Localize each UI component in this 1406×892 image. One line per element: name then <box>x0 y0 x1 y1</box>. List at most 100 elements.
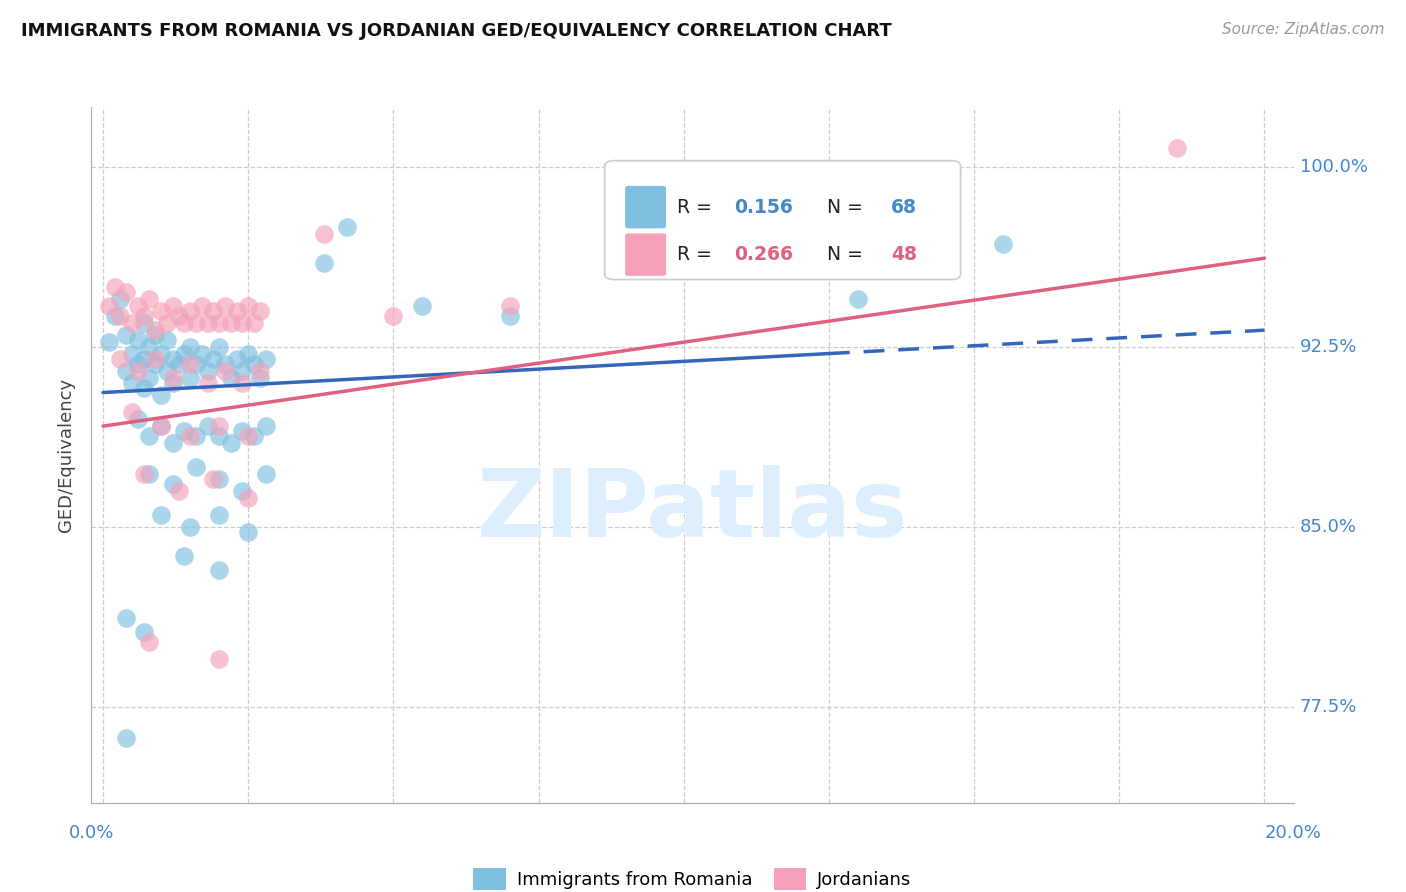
Text: 0.266: 0.266 <box>734 245 793 264</box>
Point <box>115 364 138 378</box>
Text: 0.0%: 0.0% <box>69 823 114 842</box>
Point <box>846 292 869 306</box>
Point <box>173 424 195 438</box>
Text: 85.0%: 85.0% <box>1299 518 1357 536</box>
Point <box>184 357 207 371</box>
Point <box>197 419 219 434</box>
Point <box>127 299 149 313</box>
Point <box>219 436 242 450</box>
Point <box>156 316 179 330</box>
Point <box>197 364 219 378</box>
Point <box>254 351 277 366</box>
Point <box>197 316 219 330</box>
Point <box>132 316 155 330</box>
Point <box>208 652 231 666</box>
Point <box>498 309 520 323</box>
Point <box>179 371 201 385</box>
Point <box>238 299 260 313</box>
Point <box>219 316 242 330</box>
Point <box>231 424 253 438</box>
Point <box>115 285 138 299</box>
Point <box>132 467 155 482</box>
Point <box>336 219 359 234</box>
Point <box>179 520 201 534</box>
Point <box>184 459 207 474</box>
Point <box>143 323 166 337</box>
Point <box>121 347 143 361</box>
Point <box>127 333 149 347</box>
Point <box>249 371 271 385</box>
Point <box>138 292 160 306</box>
Point <box>238 524 260 539</box>
Point <box>138 428 160 442</box>
Point <box>243 428 266 442</box>
Point <box>202 304 225 318</box>
Point <box>208 419 231 434</box>
Point <box>312 256 335 270</box>
Point <box>312 227 335 242</box>
Point <box>127 357 149 371</box>
Point <box>97 299 120 313</box>
FancyBboxPatch shape <box>626 186 666 228</box>
Point <box>132 351 155 366</box>
Point <box>150 508 173 522</box>
Point <box>132 625 155 640</box>
Point <box>1166 141 1188 155</box>
Point <box>121 405 143 419</box>
Point <box>214 357 236 371</box>
Point <box>243 357 266 371</box>
Text: Source: ZipAtlas.com: Source: ZipAtlas.com <box>1222 22 1385 37</box>
Point <box>115 328 138 343</box>
Point <box>162 436 184 450</box>
Point <box>238 347 260 361</box>
Point <box>411 299 433 313</box>
Point <box>225 351 247 366</box>
Point <box>138 467 160 482</box>
Point <box>127 412 149 426</box>
Point <box>97 335 120 350</box>
Point <box>254 419 277 434</box>
Point <box>150 347 173 361</box>
Point <box>208 472 231 486</box>
Point <box>249 364 271 378</box>
Point <box>231 364 253 378</box>
Point <box>254 467 277 482</box>
Point <box>173 316 195 330</box>
Point <box>156 364 179 378</box>
Point <box>150 419 173 434</box>
Point <box>156 333 179 347</box>
Point <box>208 428 231 442</box>
Point <box>202 351 225 366</box>
Point <box>231 376 253 390</box>
Text: 68: 68 <box>891 198 917 217</box>
Point <box>162 376 184 390</box>
Text: 100.0%: 100.0% <box>1299 158 1368 176</box>
Point <box>162 351 184 366</box>
Point <box>179 357 201 371</box>
Point <box>138 635 160 649</box>
Point <box>219 371 242 385</box>
Point <box>150 388 173 402</box>
Text: 0.156: 0.156 <box>734 198 793 217</box>
Point <box>202 472 225 486</box>
Point <box>110 351 132 366</box>
Point <box>127 364 149 378</box>
Point <box>184 316 207 330</box>
Point <box>110 292 132 306</box>
Text: 92.5%: 92.5% <box>1299 338 1357 356</box>
Point <box>498 299 520 313</box>
Point <box>197 376 219 390</box>
Point <box>104 309 127 323</box>
Point <box>143 351 166 366</box>
Point <box>382 309 405 323</box>
Point <box>132 381 155 395</box>
Point <box>132 309 155 323</box>
FancyBboxPatch shape <box>626 234 666 276</box>
Point <box>231 483 253 498</box>
Point <box>121 316 143 330</box>
Point <box>243 316 266 330</box>
Text: IMMIGRANTS FROM ROMANIA VS JORDANIAN GED/EQUIVALENCY CORRELATION CHART: IMMIGRANTS FROM ROMANIA VS JORDANIAN GED… <box>21 22 891 40</box>
Point <box>225 304 247 318</box>
Point <box>238 491 260 505</box>
Point <box>173 347 195 361</box>
